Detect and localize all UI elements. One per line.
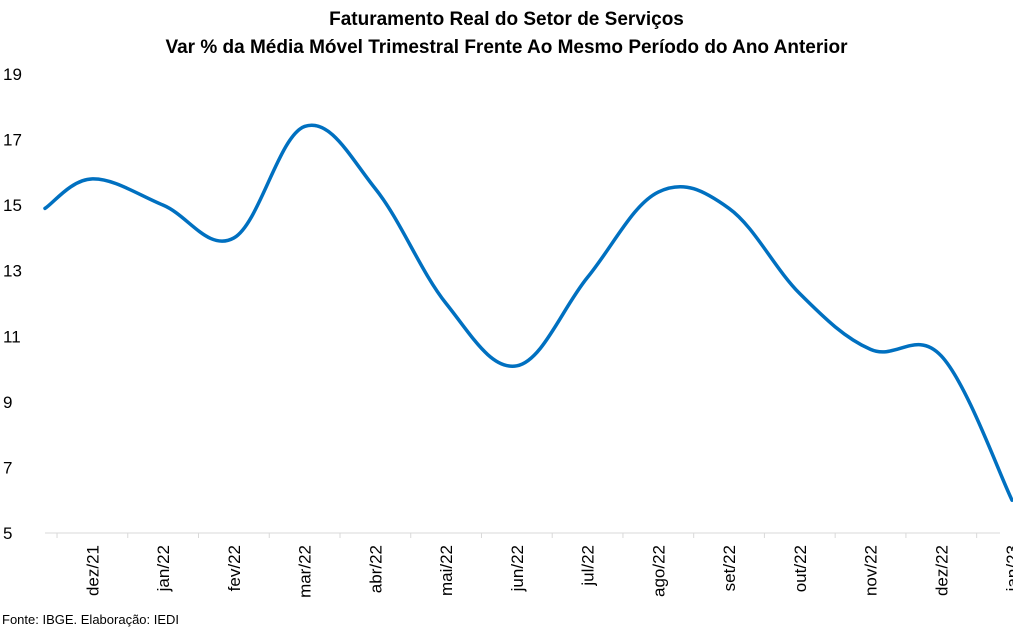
data-point-abr-22 (373, 187, 377, 191)
x-tick-label-dez-21: dez/21 (83, 545, 102, 596)
series-line-0 (43, 123, 1013, 502)
y-tick-label-7: 7 (3, 458, 12, 477)
chart-title: Faturamento Real do Setor de Serviços (329, 9, 684, 30)
data-point-set-22 (727, 206, 731, 210)
x-tick-label-mar-22: mar/22 (296, 545, 315, 598)
x-tick-label-jan-23: jan/23 (1003, 545, 1013, 592)
y-tick-label-5: 5 (3, 524, 12, 543)
x-tick-label-fev-22: fev/22 (225, 545, 244, 591)
data-point-mai-22 (444, 302, 448, 306)
data-point-nov-22 (869, 347, 873, 351)
data-point-fev-22 (232, 236, 236, 240)
y-tick-label-11: 11 (3, 327, 21, 346)
data-point-mar-22 (303, 124, 307, 128)
data-point-jun-22 (515, 364, 519, 368)
y-tick-label-17: 17 (3, 131, 22, 150)
y-tick-label-13: 13 (3, 262, 22, 281)
source-note: Fonte: IBGE. Elaboração: IEDI (2, 612, 180, 627)
x-tick-label-jan-22: jan/22 (154, 545, 173, 592)
x-tick-label-abr-22: abr/22 (366, 545, 385, 593)
data-point-out-22 (798, 292, 802, 296)
chart-title-block: Faturamento Real do Setor de Serviços Va… (0, 6, 1013, 62)
x-tick-label-jun-22: jun/22 (508, 545, 527, 592)
y-tick-label-9: 9 (3, 393, 12, 412)
data-point-jan-22 (161, 203, 165, 207)
data-point-dez-21 (90, 177, 94, 181)
x-tick-label-ago-22: ago/22 (649, 545, 668, 597)
data-point-jul-22 (586, 275, 590, 279)
x-tick-label-out-22: out/22 (791, 545, 810, 592)
x-tick-label-jul-22: jul/22 (579, 545, 598, 587)
x-tick-label-dez-22: dez/22 (932, 545, 951, 596)
data-point-ago-22 (656, 190, 660, 194)
x-tick-label-mai-22: mai/22 (437, 545, 456, 596)
chart-subtitle: Var % da Média Móvel Trimestral Frente A… (165, 37, 848, 58)
x-tick-label-nov-22: nov/22 (862, 545, 881, 596)
y-tick-label-15: 15 (3, 196, 22, 215)
x-tick-label-set-22: set/22 (720, 545, 739, 591)
data-point-dez-22 (939, 354, 943, 358)
y-tick-label-19: 19 (3, 65, 22, 84)
